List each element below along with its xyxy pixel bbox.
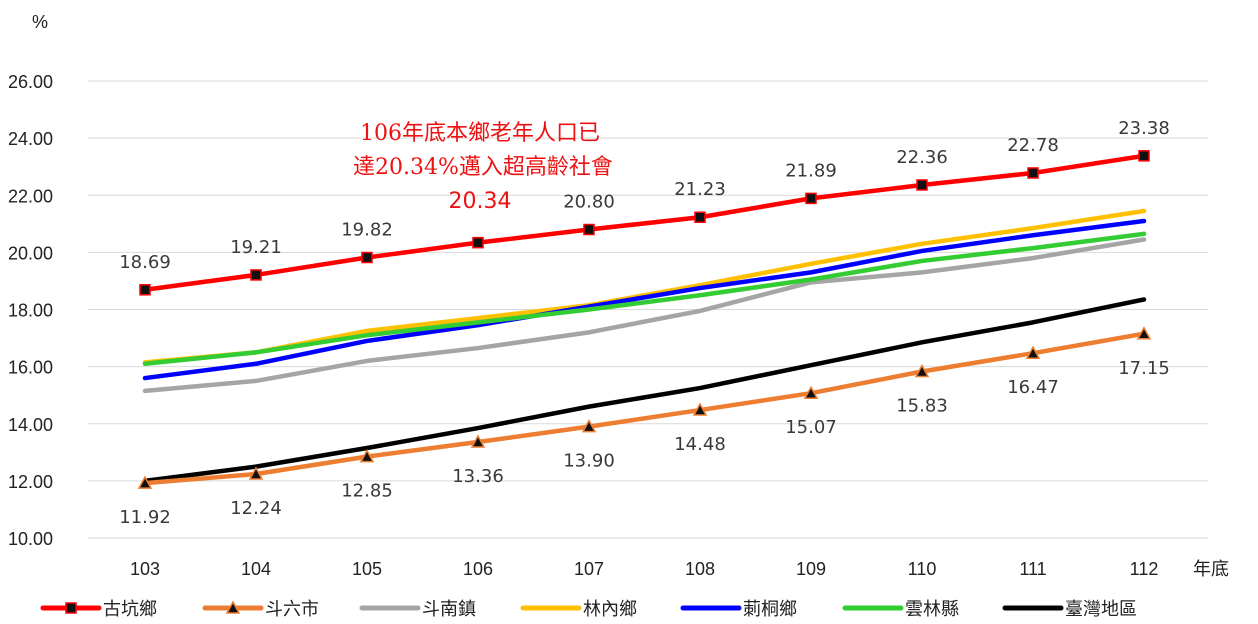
data-label: 12.24 (230, 498, 282, 519)
data-label: 20.80 (563, 192, 615, 213)
series-line (142, 218, 1147, 381)
data-point (583, 223, 595, 236)
data-label: 16.47 (1007, 377, 1059, 398)
legend-label: 臺灣地區 (1065, 599, 1137, 620)
data-point (803, 385, 819, 399)
legend-label: 林內鄉 (583, 599, 637, 620)
data-point (470, 434, 486, 448)
data-label: 22.78 (1007, 135, 1059, 156)
y-tick-label: 10.00 (8, 529, 53, 549)
series-line (142, 297, 1147, 484)
gridlines (88, 80, 1208, 539)
data-point (581, 419, 597, 433)
data-point (139, 284, 151, 296)
data-label: 23.38 (1118, 118, 1170, 139)
x-tick-label: 110 (908, 559, 937, 579)
data-label: 19.21 (230, 237, 282, 258)
x-axis: 103 104 105 106 107 108 109 110 111 112 (130, 559, 1158, 579)
legend-label: 古坑鄉 (103, 599, 157, 620)
data-label: 11.92 (119, 507, 171, 528)
data-point (248, 466, 264, 480)
data-labels: 18.69 19.21 19.82 20.80 21.23 21.89 22.36 22.78… (119, 118, 1170, 528)
x-tick-label: 111 (1019, 559, 1046, 579)
data-label: 22.36 (896, 147, 948, 168)
data-point (472, 236, 484, 249)
data-point (914, 363, 930, 378)
series-line (142, 208, 1147, 365)
data-label: 14.48 (674, 434, 726, 455)
legend-label: 斗南鎮 (422, 599, 476, 620)
y-tick-label: 18.00 (8, 301, 53, 321)
data-point (361, 251, 373, 264)
y-tick-label: 16.00 (8, 358, 53, 378)
data-label: 21.89 (785, 160, 837, 181)
series-line (142, 331, 1147, 486)
data-label: 15.07 (785, 417, 837, 438)
annotation: 106年底本鄉老年人口已 達20.34%邁入超高齡社會 20.34 (353, 121, 613, 214)
y-unit-label: % (32, 12, 48, 32)
x-tick-label: 103 (130, 559, 160, 579)
data-point (359, 449, 375, 463)
x-tick-label: 109 (796, 559, 826, 579)
legend-label: 莿桐鄉 (743, 599, 797, 620)
data-point (916, 179, 928, 191)
y-tick-label: 26.00 (8, 72, 53, 92)
y-axis: 10.00 12.00 14.00 16.00 18.00 20.00 22.00 24.00… (8, 72, 53, 549)
annotation-line-1: 106年底本鄉老年人口已 (360, 121, 600, 146)
annotation-line-2: 達20.34%邁入超高齡社會 (353, 155, 613, 180)
data-point (805, 192, 817, 205)
data-point (1138, 150, 1150, 162)
y-tick-label: 22.00 (8, 186, 53, 206)
data-point (1027, 167, 1039, 179)
series-lines (137, 150, 1152, 489)
legend-label: 斗六市 (265, 599, 319, 620)
data-point (137, 475, 153, 489)
x-tick-label: 107 (574, 559, 604, 579)
x-tick-label: 106 (463, 559, 493, 579)
data-point (694, 211, 706, 223)
legend-label: 雲林縣 (905, 599, 959, 620)
data-label: 21.23 (674, 179, 726, 200)
x-tick-label: 112 (1130, 559, 1159, 579)
x-unit-label: 年底 (1193, 559, 1229, 580)
legend-marker (225, 600, 241, 614)
series-line (142, 231, 1147, 367)
legend-marker (65, 602, 77, 614)
y-tick-label: 14.00 (8, 415, 53, 435)
data-point (692, 402, 708, 416)
data-label: 12.85 (341, 481, 393, 502)
data-label: 19.82 (341, 220, 393, 241)
data-point (250, 269, 262, 281)
series-line (142, 237, 1147, 394)
x-tick-label: 104 (241, 559, 271, 579)
data-label: 15.83 (896, 395, 948, 416)
data-label: 13.90 (563, 451, 615, 472)
y-tick-label: 24.00 (8, 129, 53, 149)
legend: 古坑鄉 斗六市 斗南鎮 林內鄉 莿桐鄉 雲林縣 臺灣地區 (40, 599, 1137, 620)
y-tick-label: 12.00 (8, 472, 53, 492)
data-point (1025, 345, 1041, 359)
x-tick-label: 105 (352, 559, 382, 579)
annotation-value: 20.34 (449, 189, 512, 214)
x-tick-label: 108 (685, 559, 715, 579)
series-line (142, 153, 1147, 293)
data-label: 13.36 (452, 466, 504, 487)
y-tick-label: 20.00 (8, 243, 53, 263)
data-label: 17.15 (1118, 358, 1170, 379)
data-label: 18.69 (119, 252, 171, 273)
data-point (1136, 326, 1152, 340)
